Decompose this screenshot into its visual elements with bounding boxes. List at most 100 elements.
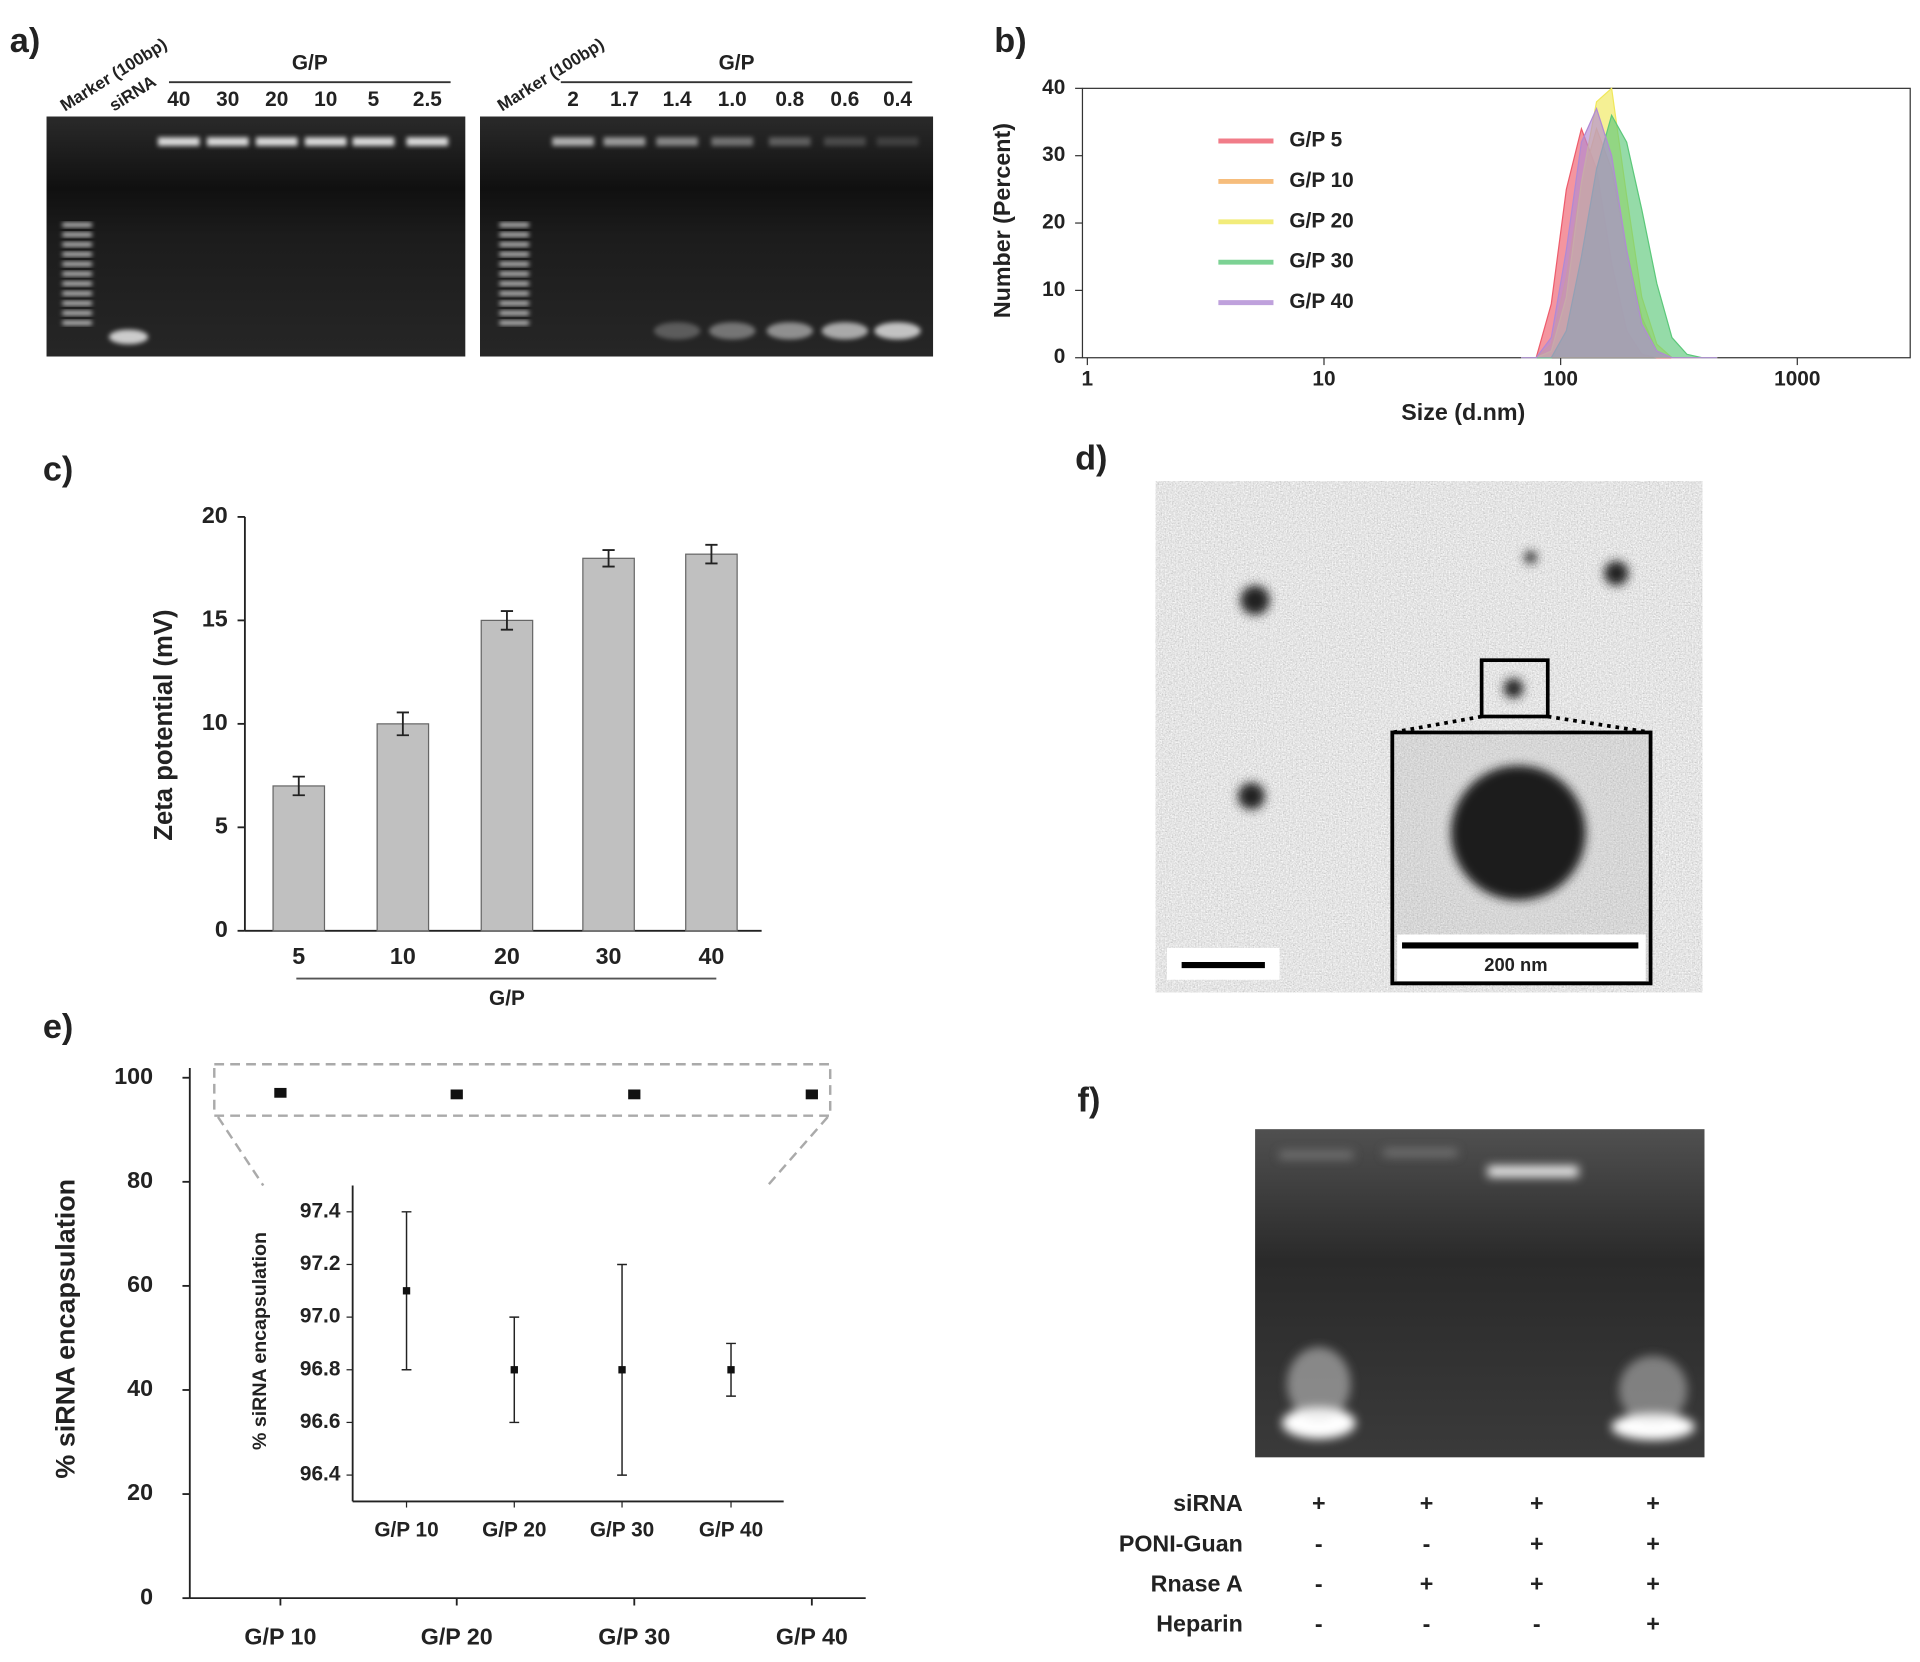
ladder-band — [499, 311, 529, 315]
point — [628, 1089, 641, 1100]
well — [157, 137, 200, 146]
x-tick-label: 1 — [1082, 367, 1094, 390]
cell: + — [1530, 1490, 1544, 1516]
point — [805, 1089, 818, 1100]
panel-label: d) — [1075, 440, 1107, 478]
x-tick-label: 10 — [390, 943, 416, 969]
y-tick-label: 10 — [202, 709, 228, 735]
x-tick-label: 30 — [596, 943, 622, 969]
lane-label: 5 — [368, 88, 380, 111]
ladder-band — [499, 321, 529, 325]
x-tick-label: 40 — [698, 943, 724, 969]
panel-label: a) — [10, 22, 40, 60]
gel-image — [46, 116, 466, 357]
y-axis-label: % siRNA encapsulation — [50, 1179, 80, 1479]
zoom-line — [1391, 714, 1482, 735]
point — [510, 1366, 518, 1374]
cell: - — [1423, 1610, 1431, 1636]
y-tick-label: 10 — [1042, 278, 1065, 301]
zoom-box — [213, 1063, 832, 1117]
ladder-band — [62, 272, 92, 276]
row-label: Rnase A — [1151, 1570, 1243, 1596]
ladder-band — [499, 301, 529, 306]
legend-label: G/P 10 — [1289, 169, 1353, 192]
x-tick-label: G/P 30 — [590, 1518, 654, 1541]
lane-label: 0.6 — [830, 88, 859, 111]
band — [766, 322, 814, 340]
lane-label: 0.8 — [775, 88, 804, 111]
bar — [480, 619, 534, 932]
well — [552, 137, 594, 146]
lane-label: 20 — [265, 88, 288, 111]
row-label: siRNA — [1173, 1490, 1243, 1516]
point — [274, 1087, 287, 1098]
y-tick-label: 30 — [1042, 143, 1065, 166]
well — [711, 137, 754, 146]
ladder-band — [499, 281, 529, 286]
bar — [685, 553, 738, 932]
ladder-band — [499, 272, 529, 276]
legend-label: G/P 5 — [1289, 129, 1342, 152]
x-tick-label: G/P 40 — [776, 1624, 848, 1650]
well — [824, 137, 866, 146]
band — [821, 322, 869, 340]
panel-label: f) — [1078, 1081, 1101, 1119]
legend-label: G/P 40 — [1289, 290, 1353, 313]
x-tick-label: G/P 40 — [699, 1518, 763, 1541]
ladder-band — [62, 311, 92, 315]
y-axis-label: % siRNA encapsulation — [249, 1232, 271, 1450]
cell: + — [1420, 1570, 1434, 1596]
ladder-band — [62, 301, 92, 306]
ladder-band — [499, 252, 529, 257]
lane-label: 1.0 — [718, 88, 747, 111]
scale-box — [1397, 934, 1646, 981]
y-tick-label: 15 — [202, 606, 228, 632]
lane-label: Marker (100bp) — [494, 34, 608, 116]
zoom-line — [1547, 714, 1651, 735]
ladder-band — [499, 232, 529, 237]
band — [653, 322, 701, 340]
cell: - — [1423, 1530, 1431, 1556]
bar — [272, 785, 326, 932]
well — [406, 137, 449, 146]
error-bar — [705, 543, 718, 565]
y-tick-label: 40 — [1042, 76, 1065, 99]
zoom-line — [216, 1116, 265, 1187]
point — [618, 1366, 626, 1374]
x-tick-label: G/P 20 — [421, 1624, 493, 1650]
band — [108, 329, 149, 345]
band — [708, 322, 756, 340]
lane-label: 10 — [314, 88, 337, 111]
ladder-band — [499, 223, 529, 227]
ladder-band — [62, 281, 92, 286]
cell: - — [1533, 1610, 1541, 1636]
lane-label: 1.7 — [610, 88, 639, 111]
panel-label: c) — [43, 451, 73, 489]
cell: + — [1312, 1490, 1326, 1516]
lane-label: 2 — [567, 88, 579, 111]
group-label: G/P — [719, 51, 755, 74]
ladder-band — [62, 291, 92, 296]
band — [874, 322, 921, 340]
ladder-band — [499, 242, 529, 247]
cell: + — [1646, 1570, 1660, 1596]
y-tick-label: 5 — [215, 812, 228, 838]
well — [876, 137, 919, 146]
ladder-band — [62, 242, 92, 247]
cell: + — [1420, 1490, 1434, 1516]
gel-bands — [1279, 1148, 1695, 1441]
point — [450, 1089, 463, 1100]
group-label: G/P — [292, 51, 328, 74]
particle-zoom — [1451, 765, 1586, 901]
x-tick-label: G/P 10 — [374, 1518, 438, 1541]
particles — [1237, 551, 1629, 810]
y-tick-label: 0 — [140, 1583, 153, 1609]
row-label: PONI-Guan — [1119, 1530, 1243, 1556]
y-tick-label: 97.4 — [300, 1199, 341, 1222]
ladder-band — [62, 321, 92, 325]
ladder-band — [62, 252, 92, 257]
ladder-band — [62, 223, 92, 227]
y-tick-label: 0 — [1054, 345, 1066, 368]
well — [352, 137, 395, 146]
